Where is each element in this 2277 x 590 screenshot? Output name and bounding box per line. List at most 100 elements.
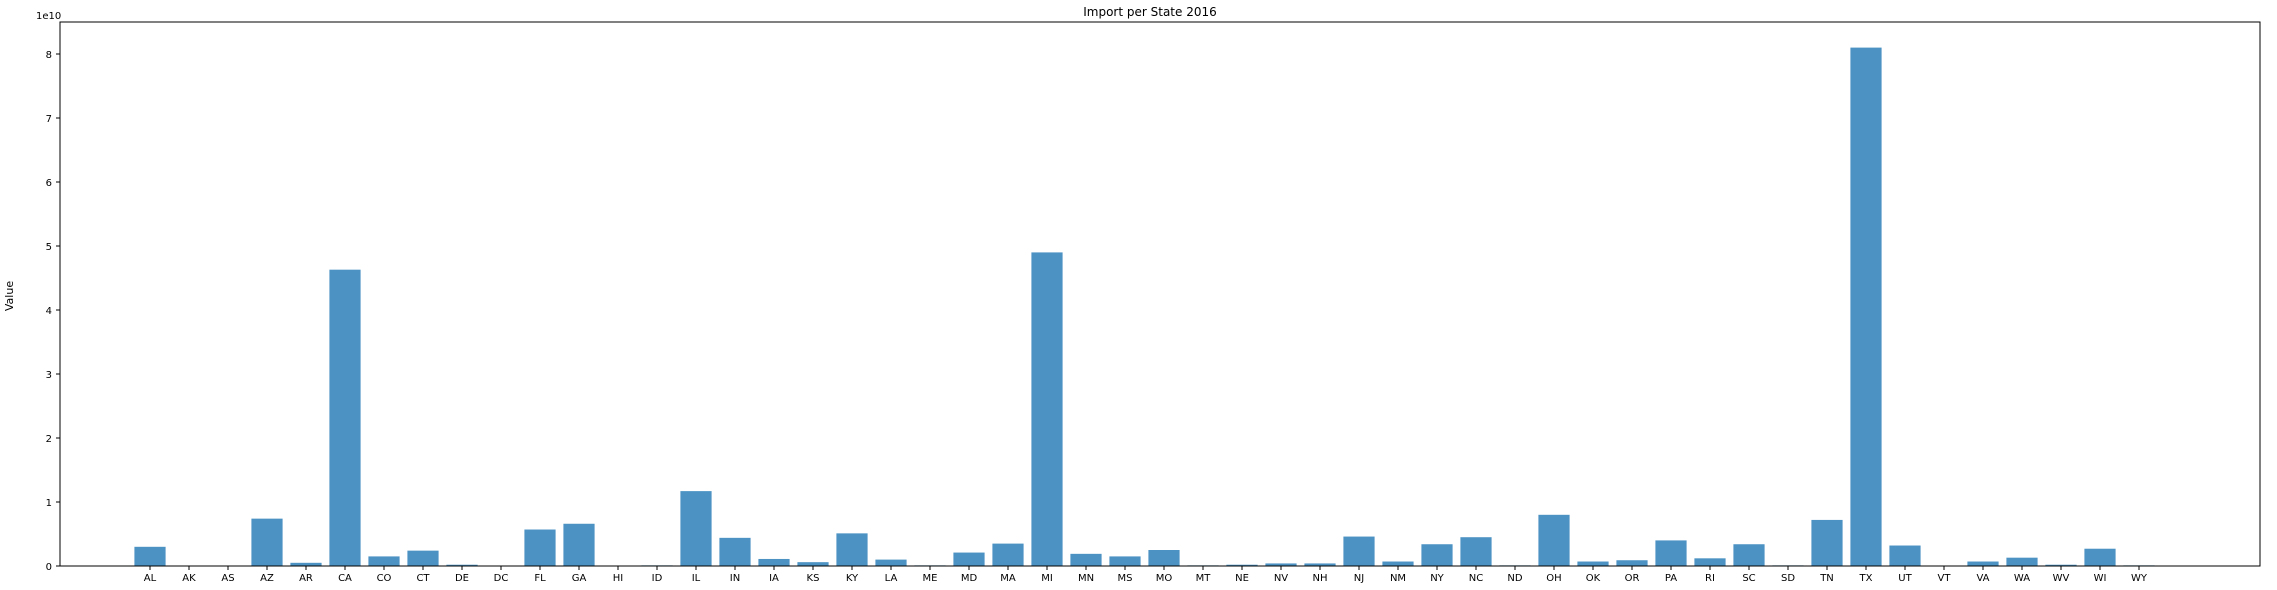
x-tick-label: MO — [1156, 573, 1173, 584]
x-tick-label: NM — [1390, 573, 1406, 584]
bar-ct — [407, 550, 439, 566]
x-tick-label: ID — [652, 573, 663, 584]
bar-mo — [1148, 550, 1180, 566]
bar-nh — [1304, 563, 1336, 566]
x-tick-label: LA — [885, 573, 898, 584]
x-tick-label: MN — [1078, 573, 1094, 584]
y-tick-label: 8 — [46, 50, 52, 61]
x-tick-label: TN — [1819, 573, 1834, 584]
x-tick-label: VA — [1976, 573, 1989, 584]
x-tick-label: AZ — [260, 573, 274, 584]
bar-va — [1967, 561, 1999, 566]
bar-nc — [1460, 537, 1492, 566]
bar-al — [134, 546, 166, 566]
bar-tn — [1811, 519, 1843, 566]
x-tick-label: IA — [769, 573, 779, 584]
bar-or — [1616, 560, 1648, 566]
x-tick-label: NV — [1274, 573, 1288, 584]
x-tick-label: RI — [1705, 573, 1715, 584]
x-tick-label: GA — [572, 573, 587, 584]
bar-in — [719, 537, 751, 566]
x-tick-label: ME — [923, 573, 938, 584]
bar-nv — [1265, 563, 1297, 566]
y-tick-label: 6 — [46, 178, 52, 189]
x-tick-label: NY — [1430, 573, 1444, 584]
x-tick-label: NC — [1469, 573, 1483, 584]
x-tick-label: MD — [961, 573, 978, 584]
x-tick-label: IL — [692, 573, 701, 584]
bar-pa — [1655, 540, 1687, 566]
bar-sc — [1733, 544, 1765, 566]
bar-ne — [1226, 564, 1258, 566]
x-tick-label: NJ — [1354, 573, 1364, 584]
bar-oh — [1538, 514, 1570, 566]
y-tick-label: 0 — [46, 562, 52, 573]
x-tick-label: PA — [1665, 573, 1677, 584]
x-tick-label: CT — [416, 573, 430, 584]
plot-frame — [59, 21, 2261, 567]
bar-wv — [2045, 564, 2077, 566]
bar-ks — [797, 562, 829, 566]
x-tick-label: KY — [846, 573, 859, 584]
x-tick-label: SC — [1742, 573, 1755, 584]
x-tick-label: AR — [299, 573, 313, 584]
bar-ar — [290, 562, 322, 566]
y-tick-label: 3 — [46, 370, 52, 381]
x-axis: AL AK AS AZ AR CA CO CT DE DC FL GA HI ID IL IN IA KS KY LA… — [144, 566, 2148, 584]
x-tick-label: WA — [2014, 573, 2030, 584]
y-tick-label: 1 — [46, 498, 52, 509]
bar-md — [953, 552, 985, 566]
bar-nj — [1343, 536, 1375, 566]
bar-wi — [2084, 548, 2116, 566]
x-tick-label: MA — [1000, 573, 1016, 584]
bar-co — [368, 556, 400, 566]
x-tick-label: WV — [2053, 573, 2070, 584]
x-tick-label: AK — [182, 573, 196, 584]
bar-ms — [1109, 556, 1141, 566]
x-tick-label: CA — [338, 573, 352, 584]
bar-ga — [563, 523, 595, 566]
x-tick-label: CO — [377, 573, 392, 584]
x-tick-label: NE — [1235, 573, 1249, 584]
x-tick-label: FL — [534, 573, 546, 584]
x-tick-label: DC — [494, 573, 509, 584]
bar-wa — [2006, 557, 2038, 566]
y-tick-label: 4 — [46, 306, 52, 317]
x-tick-label: AS — [221, 573, 234, 584]
y-tick-label: 5 — [46, 242, 52, 253]
y-offset-label: 1e10 — [36, 11, 61, 22]
bar-ca — [329, 269, 361, 566]
bar-de — [446, 564, 478, 566]
x-tick-label: MT — [1196, 573, 1212, 584]
x-tick-label: NH — [1313, 573, 1328, 584]
bar-il — [680, 491, 712, 566]
x-tick-label: OK — [1586, 573, 1601, 584]
x-tick-label: VT — [1938, 573, 1952, 584]
chart-title: Import per State 2016 — [1083, 5, 1217, 19]
y-axis-label: Value — [3, 281, 16, 311]
y-axis: 0 1 2 3 4 5 6 7 8 — [46, 50, 60, 573]
x-tick-label: KS — [807, 573, 820, 584]
bar-fl — [524, 529, 556, 566]
x-tick-label: AL — [144, 573, 157, 584]
x-tick-label: OR — [1625, 573, 1640, 584]
x-tick-label: UT — [1898, 573, 1912, 584]
x-tick-label: MS — [1118, 573, 1133, 584]
x-tick-label: DE — [455, 573, 469, 584]
bar-ma — [992, 543, 1024, 566]
x-tick-label: ND — [1507, 573, 1522, 584]
bar-tx — [1850, 47, 1882, 567]
bar-nm — [1382, 561, 1414, 566]
bar-ok — [1577, 561, 1609, 566]
bar-ny — [1421, 544, 1453, 566]
bars-group — [134, 47, 2155, 567]
bar-mi — [1031, 252, 1063, 566]
x-tick-label: TX — [1859, 573, 1873, 584]
x-tick-label: IN — [730, 573, 740, 584]
bar-ri — [1694, 558, 1726, 566]
x-tick-label: SD — [1781, 573, 1795, 584]
y-tick-label: 7 — [46, 114, 52, 125]
bar-la — [875, 559, 907, 566]
x-tick-label: WY — [2131, 573, 2148, 584]
